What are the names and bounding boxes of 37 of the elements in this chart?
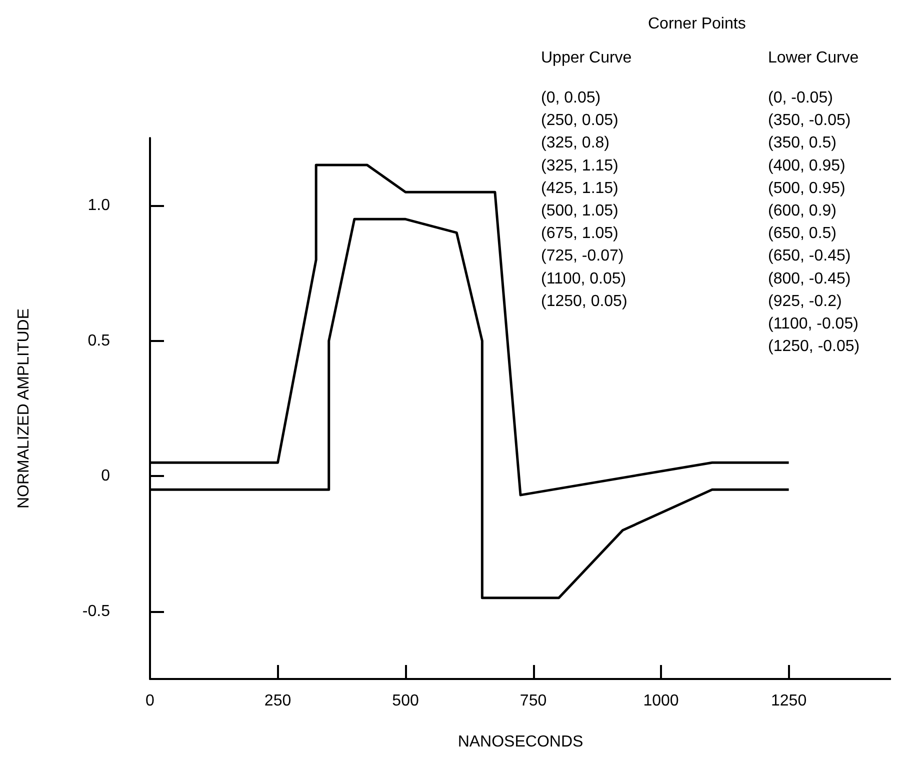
text: (0, 0.05) [541, 90, 601, 106]
x-tick-label: 0 [146, 692, 155, 710]
text: Lower Curve [768, 50, 859, 66]
y-tick-label: 1.0 [88, 197, 110, 214]
x-tick-label: 500 [392, 692, 419, 710]
annotation: (1100, -0.05) [768, 316, 858, 332]
annotation: (1100, 0.05) [541, 270, 626, 288]
x-axis-title: NANOSECONDS [458, 734, 584, 750]
annotation: (1250, -0.05) [768, 338, 860, 356]
x-tick-label: 750 [520, 692, 547, 710]
annotation: (600, 0.9) [768, 202, 836, 220]
annotation: (400, 0.95) [768, 157, 846, 174]
annotation: (675, 1.05) [541, 225, 618, 242]
y-tick-label: 0 [101, 468, 110, 485]
y-axis-title: NORMALIZED AMPLITUDE [16, 308, 32, 509]
x-tick-label: 250 [264, 692, 292, 710]
annotation: (325, 1.15) [541, 157, 618, 174]
annotation: (325, 0.8) [541, 134, 610, 152]
annotation: (725, -0.07) [541, 248, 624, 265]
text: (350, -0.05) [768, 112, 851, 130]
x-tick-label: 1000 [643, 692, 679, 710]
annotation: (1250, 0.05) [541, 292, 628, 310]
text: (250, 0.05) [541, 112, 618, 130]
annotation: (350, 0.5) [768, 134, 836, 152]
legend-title: Corner Points [648, 16, 746, 32]
annotation: (925, -0.2) [768, 292, 842, 310]
annotation: (500, 0.95) [768, 180, 846, 197]
x-tick-label: 1250 [770, 692, 807, 710]
text: (0, -0.05) [768, 90, 833, 106]
annotation: (425, 1.15) [541, 180, 618, 197]
annotation: (650, 0.5) [768, 225, 836, 242]
annotation: (500, 1.05) [541, 202, 618, 220]
y-tick-label: -0.5 [82, 602, 110, 620]
annotation: (650, -0.45) [768, 248, 851, 265]
annotation: (800, -0.45) [768, 270, 851, 288]
text: Upper Curve [541, 50, 632, 66]
y-tick-label: 0.5 [88, 332, 110, 350]
